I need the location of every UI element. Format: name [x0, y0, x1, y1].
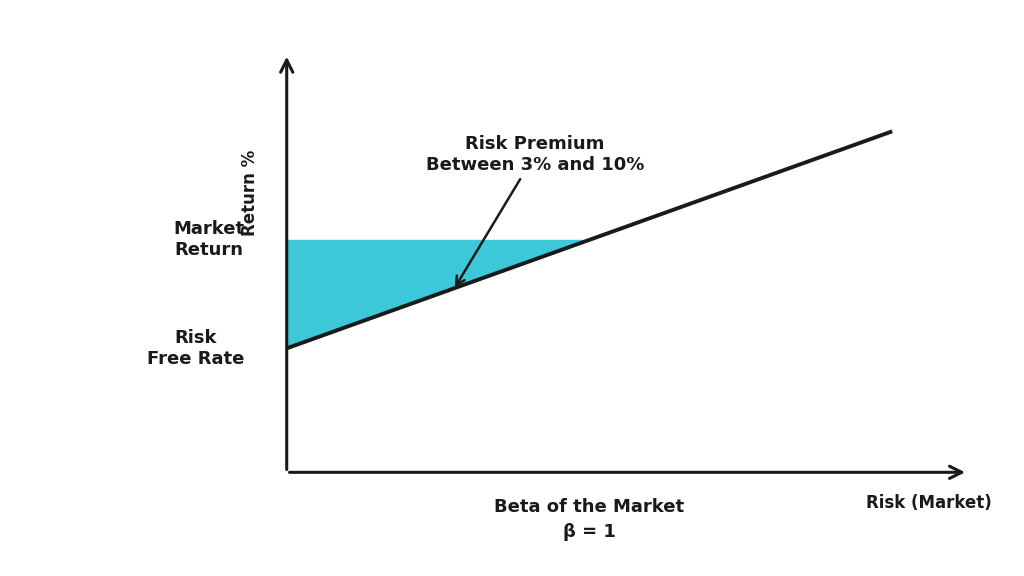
- Text: Return %: Return %: [242, 150, 259, 237]
- Text: Risk Premium
Between 3% and 10%: Risk Premium Between 3% and 10%: [426, 135, 644, 286]
- Text: Risk (Market): Risk (Market): [865, 494, 991, 511]
- Polygon shape: [287, 240, 590, 348]
- Text: Market
Return: Market Return: [173, 221, 245, 259]
- Text: Risk
Free Rate: Risk Free Rate: [147, 329, 245, 367]
- Text: Beta of the Market: Beta of the Market: [495, 498, 684, 516]
- Text: β = 1: β = 1: [563, 522, 615, 541]
